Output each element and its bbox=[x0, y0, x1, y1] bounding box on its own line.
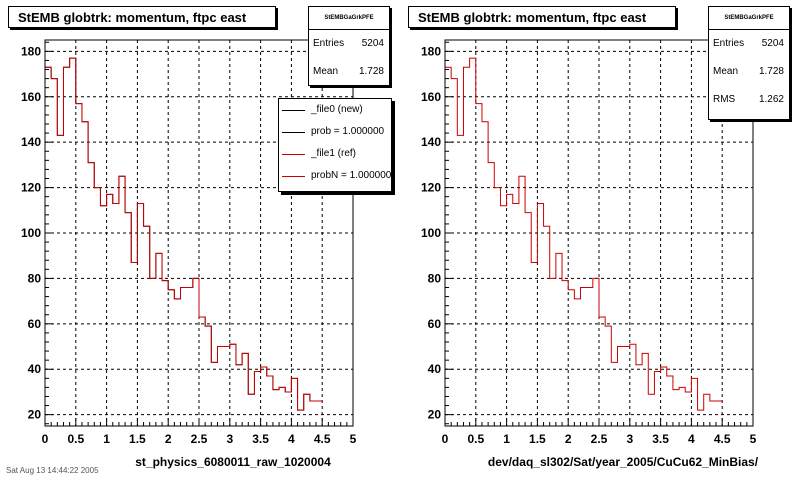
left-x-tick-label: 0 bbox=[42, 432, 49, 446]
left-y-tick-label: 60 bbox=[28, 317, 42, 331]
left-y-tick-label: 140 bbox=[21, 135, 41, 149]
right-x-tick-label: 2 bbox=[565, 432, 572, 446]
right-x-tick-label: 2.5 bbox=[591, 432, 608, 446]
left-y-tick-label: 100 bbox=[21, 226, 41, 240]
legend-label-file0: _file0 (new) bbox=[311, 104, 363, 115]
legend-entry-probn: probN = 1.000000 bbox=[279, 167, 392, 187]
left-y-tick-label: 180 bbox=[21, 44, 41, 58]
left-x-tick-label: 2.5 bbox=[191, 432, 208, 446]
left-stats-mean-label: Mean bbox=[313, 66, 339, 77]
legend-entry-file1: _file1 (ref) bbox=[279, 145, 391, 165]
legend-line-prob bbox=[282, 132, 305, 133]
right-histogram-plot: 20 40 60 80 100 120 140 160 180 0 0.5 1 1.5 2 2.5 3 3.5 4… bbox=[421, 39, 759, 469]
right-x-tick-label: 3 bbox=[626, 432, 633, 446]
right-stats-entries-label: Entries bbox=[713, 38, 745, 49]
left-stats-box: StEMBGaGrkPFE Entries 5204 Mean 1.728 bbox=[308, 6, 390, 86]
right-x-tick-label: 0 bbox=[442, 432, 449, 446]
right-stats-name: StEMBGaGrkPFE bbox=[709, 7, 789, 30]
left-x-tick-label: 5 bbox=[350, 432, 357, 446]
right-stats-box: StEMBGaGrkPFE Entries 5204 Mean 1.728 RM… bbox=[708, 6, 790, 120]
left-y-tick-label: 40 bbox=[28, 362, 42, 376]
left-stats-entries-label: Entries bbox=[313, 38, 345, 49]
left-x-tick-label: 4 bbox=[288, 432, 295, 446]
legend-label-probn: probN = 1.000000 bbox=[311, 170, 392, 181]
legend-label-file1: _file1 (ref) bbox=[311, 148, 357, 159]
legend-label-prob: prob = 1.000000 bbox=[311, 126, 385, 137]
footer-timestamp: Sat Aug 13 14:44:22 2005 bbox=[6, 466, 99, 475]
right-y-tick-label: 80 bbox=[428, 271, 442, 285]
legend-line-file0 bbox=[282, 110, 305, 111]
right-y-tick-label: 160 bbox=[421, 90, 441, 104]
left-x-tick-label: 1.5 bbox=[129, 432, 146, 446]
left-series-1-line bbox=[44, 57, 323, 411]
left-x-tick-label: 4.5 bbox=[314, 432, 331, 446]
right-stats-mean-label: Mean bbox=[713, 66, 739, 77]
left-x-tick-label: 1 bbox=[103, 432, 110, 446]
right-x-tick-label: 5 bbox=[750, 432, 757, 446]
right-y-tick-label: 140 bbox=[421, 135, 441, 149]
right-x-tick-label: 4 bbox=[688, 432, 695, 446]
legend-line-probn bbox=[282, 176, 305, 177]
right-y-tick-label: 180 bbox=[421, 44, 441, 58]
right-x-tick-label: 0.5 bbox=[467, 432, 484, 446]
right-stats-rms-value: 1.262 bbox=[758, 94, 784, 105]
legend-entry-prob: prob = 1.000000 bbox=[279, 123, 391, 143]
right-stats-mean-value: 1.728 bbox=[758, 66, 784, 77]
right-chart-title: StEMB globtrk: momentum, ftpc east bbox=[408, 6, 676, 28]
right-stats-rms-label: RMS bbox=[713, 94, 736, 105]
right-x-tick-label: 1 bbox=[503, 432, 510, 446]
right-x-axis-title: dev/daq_sl302/Sat/year_2005/CuCu62_MinBi… bbox=[488, 455, 759, 469]
left-x-tick-label: 3.5 bbox=[252, 432, 269, 446]
left-y-tick-label: 120 bbox=[21, 181, 41, 195]
left-x-tick-label: 0.5 bbox=[67, 432, 84, 446]
left-x-tick-label: 2 bbox=[165, 432, 172, 446]
left-x-tick-label: 3 bbox=[226, 432, 233, 446]
left-x-axis-title: st_physics_6080011_raw_1020004 bbox=[135, 455, 331, 469]
left-stats-entries-value: 5204 bbox=[361, 38, 384, 49]
right-x-tick-label: 1.5 bbox=[529, 432, 546, 446]
right-series-0-line bbox=[444, 57, 723, 411]
right-y-tick-label: 120 bbox=[421, 181, 441, 195]
right-x-tick-label: 3.5 bbox=[652, 432, 669, 446]
left-y-tick-label: 80 bbox=[28, 271, 42, 285]
right-y-tick-label: 40 bbox=[428, 362, 442, 376]
left-histogram-pad: 20 40 60 80 100 120 140 160 180 0 0.5 1 1.5 2 2.5 3 3.5 4… bbox=[8, 6, 392, 469]
right-histogram-pad: 20 40 60 80 100 120 140 160 180 0 0.5 1 1.5 2 2.5 3 3.5 4… bbox=[400, 0, 800, 480]
right-y-tick-label: 100 bbox=[421, 226, 441, 240]
right-y-tick-label: 20 bbox=[428, 408, 442, 422]
left-chart-title: StEMB globtrk: momentum, ftpc east bbox=[8, 6, 276, 28]
left-y-tick-label: 160 bbox=[21, 90, 41, 104]
left-stats-name: StEMBGaGrkPFE bbox=[309, 7, 389, 30]
legend-line-file1 bbox=[282, 154, 305, 155]
legend-box: _file0 (new) prob = 1.000000 _file1 (ref… bbox=[278, 98, 392, 192]
right-stats-entries-value: 5204 bbox=[761, 38, 784, 49]
right-y-tick-label: 60 bbox=[428, 317, 442, 331]
legend-entry-file0: _file0 (new) bbox=[279, 101, 391, 121]
left-stats-mean-value: 1.728 bbox=[358, 66, 384, 77]
right-x-tick-label: 4.5 bbox=[714, 432, 731, 446]
left-y-tick-label: 20 bbox=[28, 408, 42, 422]
